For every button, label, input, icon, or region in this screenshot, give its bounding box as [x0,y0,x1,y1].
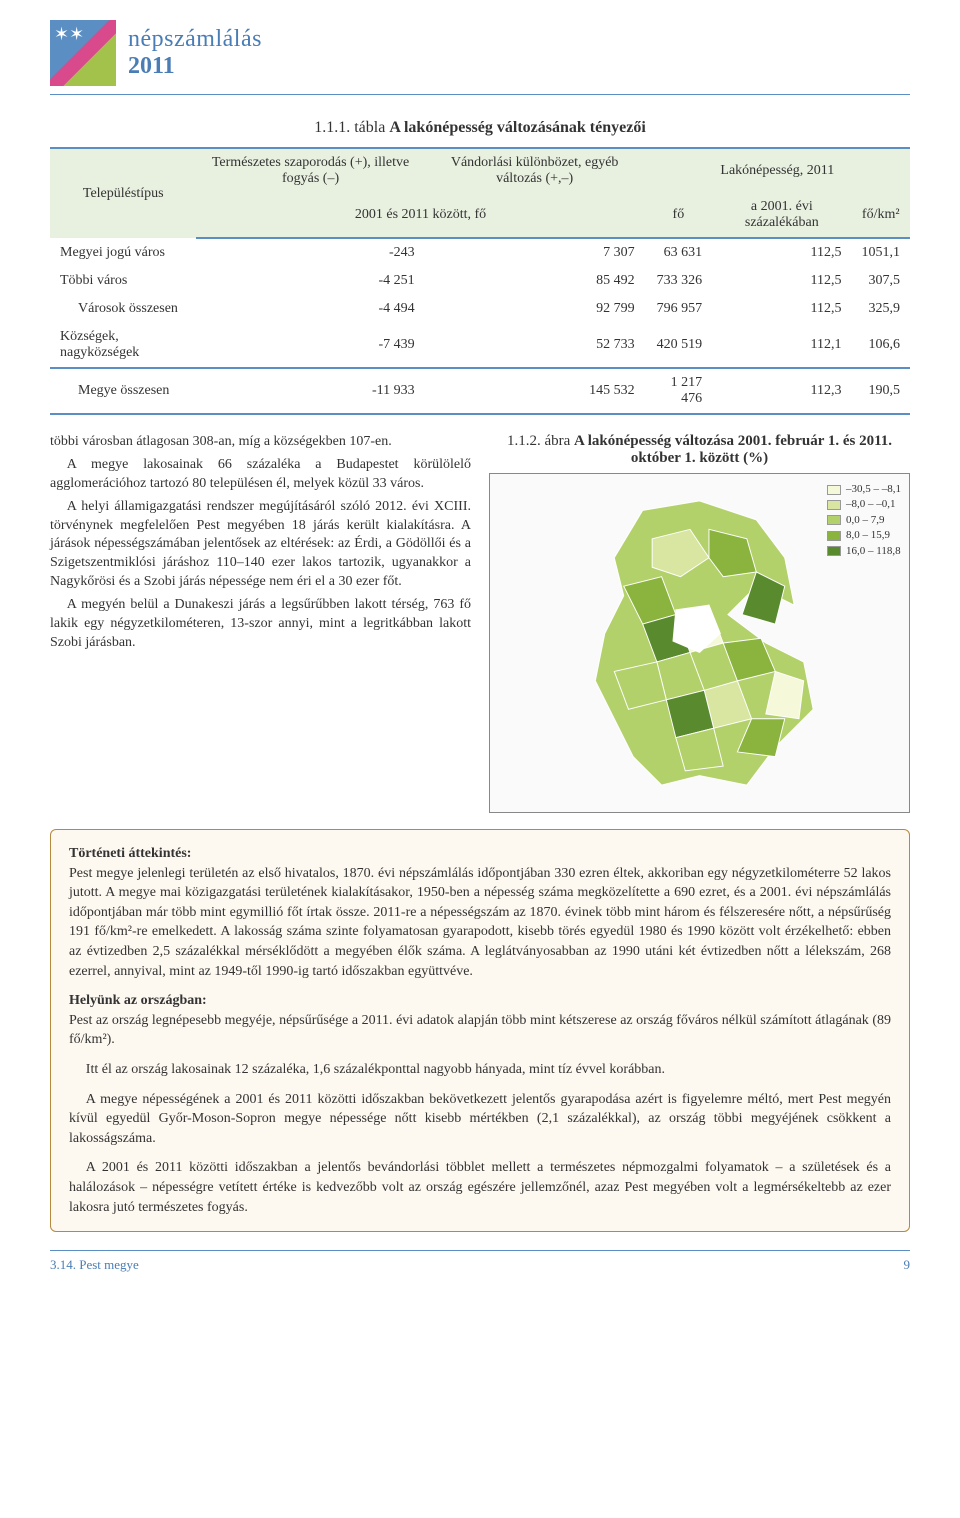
th-between-years: 2001 és 2011 között, fő [196,193,644,238]
chart-column: 1.1.2. ábra A lakónépesség változása 200… [489,433,910,813]
logo-title: népszámlálás [128,26,262,53]
legend-swatch [827,515,841,525]
logo-year: 2011 [128,53,262,80]
infobox-section2-title: Helyünk az országban: Pest az ország leg… [69,991,891,1050]
legend-item: 16,0 – 118,8 [827,544,901,559]
legend-swatch [827,500,841,510]
th-percent: a 2001. évi százalékában [712,193,851,238]
logo-icon: ✶✶ [50,20,116,86]
th-persons: fő [645,193,713,238]
legend-label: –8,0 – –0,1 [846,497,896,512]
table-row: Megyei jogú város-2437 30763 631112,5105… [50,238,910,267]
legend-swatch [827,531,841,541]
legend-swatch [827,485,841,495]
choropleth-map: –30,5 – –8,1–8,0 – –0,10,0 – 7,98,0 – 15… [489,473,910,813]
logo-text: népszámlálás 2011 [128,26,262,80]
legend-item: 0,0 – 7,9 [827,513,901,528]
map-legend: –30,5 – –8,1–8,0 – –0,10,0 – 7,98,0 – 15… [827,482,901,559]
th-population: Lakónépesség, 2011 [645,148,910,193]
th-settlement-type: Településtípus [50,148,196,238]
table-row: Városok összesen-4 49492 799796 957112,5… [50,295,910,323]
infobox-section1: Történeti áttekintés: Pest megye jelenle… [69,844,891,981]
body-text-column: többi városban átlagosan 308-an, míg a k… [50,433,471,813]
legend-item: 8,0 – 15,9 [827,528,901,543]
legend-label: 0,0 – 7,9 [846,513,885,528]
table-total-row: Megye összesen-11 933145 5321 217 476112… [50,368,910,414]
table-row: Többi város-4 25185 492733 326112,5307,5 [50,267,910,295]
legend-item: –8,0 – –0,1 [827,497,901,512]
legend-label: 8,0 – 15,9 [846,528,890,543]
th-natural-change: Természetes szaporodás (+), illetve fogy… [196,148,424,193]
body-paragraph: A megyén belül a Dunakeszi járás a legsű… [50,596,471,653]
population-table: Településtípus Természetes szaporodás (+… [50,147,910,415]
infobox-p2: Itt él az ország lakosainak 12 százaléka… [69,1060,891,1080]
th-density: fő/km² [851,193,910,238]
page-footer: 3.14. Pest megye 9 [50,1250,910,1273]
legend-swatch [827,546,841,556]
footer-left: 3.14. Pest megye [50,1257,139,1273]
th-migration: Vándorlási különbözet, egyéb változás (+… [425,148,645,193]
table-caption: 1.1.1. tábla A lakónépesség változásának… [50,119,910,137]
legend-item: –30,5 – –8,1 [827,482,901,497]
footer-right: 9 [904,1257,911,1273]
table-row: Községek, nagyközségek-7 43952 733420 51… [50,323,910,368]
infobox-p3: A megye népességének a 2001 és 2011 közö… [69,1090,891,1149]
page-header: ✶✶ népszámlálás 2011 [50,20,910,95]
legend-label: 16,0 – 118,8 [846,544,901,559]
body-paragraph: A megye lakosainak 66 százaléka a Budape… [50,456,471,494]
body-paragraph: többi városban átlagosan 308-an, míg a k… [50,433,471,452]
body-paragraph: A helyi államigazgatási rendszer megújít… [50,498,471,592]
legend-label: –30,5 – –8,1 [846,482,901,497]
infobox-p4: A 2001 és 2011 közötti időszakban a jele… [69,1158,891,1217]
chart-caption: 1.1.2. ábra A lakónépesség változása 200… [489,433,910,467]
info-box: Történeti áttekintés: Pest megye jelenle… [50,829,910,1232]
